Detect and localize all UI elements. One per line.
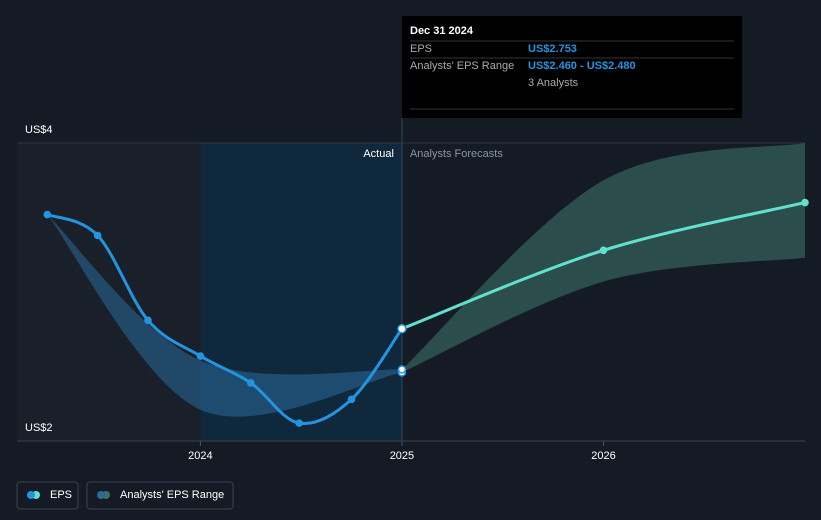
legend-swatch — [97, 491, 105, 499]
actual-label: Actual — [363, 148, 394, 160]
eps-point — [801, 198, 809, 207]
tooltip-value: US$2.753 — [528, 43, 577, 55]
range-band — [401, 143, 805, 373]
eps-point — [93, 231, 102, 240]
tooltip-label: Analysts' EPS Range — [410, 60, 514, 72]
eps-point — [196, 352, 205, 360]
tooltip — [402, 16, 742, 118]
tooltip-label: EPS — [410, 43, 432, 55]
x-tick-label: 2026 — [591, 450, 615, 462]
eps-point — [144, 316, 152, 325]
tooltip-date: Dec 31 2024 — [410, 25, 474, 37]
legend-label: EPS — [50, 489, 72, 501]
y-tick-label: US$2 — [25, 422, 53, 434]
y-tick-label: US$4 — [25, 124, 53, 136]
tooltip-analysts: 3 Analysts — [528, 77, 579, 89]
forecast-label: Analysts Forecasts — [410, 148, 503, 160]
legend-item[interactable] — [16, 481, 79, 510]
eps-point — [43, 210, 52, 219]
eps-point — [246, 379, 255, 387]
range-band — [47, 214, 402, 417]
legend: EPS Analysts' EPS Range — [16, 481, 234, 510]
x-tick-label: 2024 — [188, 450, 212, 462]
tooltip-value: US$2.460 - US$2.480 — [528, 60, 636, 72]
eps-point — [347, 395, 356, 404]
range-point — [397, 365, 407, 374]
legend-swatch — [27, 491, 35, 499]
legend-label: Analysts' EPS Range — [120, 489, 224, 501]
eps-point — [295, 419, 303, 427]
legend-item[interactable] — [86, 481, 234, 510]
eps-point — [397, 324, 407, 334]
x-tick-label: 2025 — [390, 450, 414, 462]
eps-point — [599, 246, 608, 255]
